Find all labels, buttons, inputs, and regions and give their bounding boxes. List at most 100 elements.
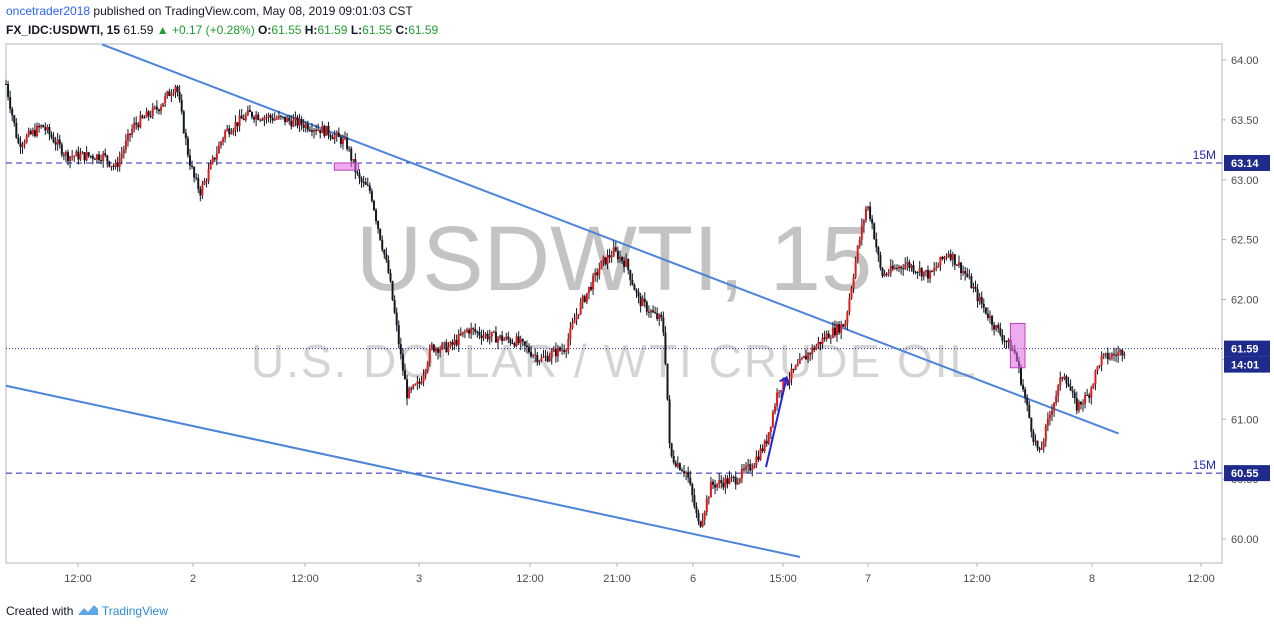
candle-77 <box>164 92 167 107</box>
candle-275 <box>573 313 576 324</box>
candle-34 <box>75 149 78 157</box>
candle-25 <box>56 132 59 151</box>
candle-259 <box>540 353 543 363</box>
candle-444 <box>922 271 925 281</box>
candle-50 <box>108 160 111 168</box>
candle-401 <box>833 320 836 338</box>
candle-532 <box>1104 352 1107 359</box>
candle-454 <box>943 255 946 264</box>
candle-324 <box>674 460 677 468</box>
candle-38 <box>83 152 86 165</box>
candle-400 <box>831 321 834 339</box>
candle-210 <box>439 346 442 358</box>
candle-331 <box>689 470 692 486</box>
candle-360 <box>749 459 752 473</box>
candle-540 <box>1121 348 1124 362</box>
candle-293 <box>610 250 613 263</box>
candle-93 <box>197 174 200 194</box>
candle-340 <box>707 496 710 505</box>
candle-504 <box>1046 412 1049 432</box>
candle-157 <box>329 133 332 141</box>
candle-114 <box>240 109 243 119</box>
candle-216 <box>451 339 454 351</box>
candle-53 <box>114 159 117 170</box>
candle-530 <box>1100 351 1103 372</box>
candle-345 <box>718 473 721 489</box>
candle-2 <box>9 90 12 114</box>
candle-301 <box>627 258 630 275</box>
candle-407 <box>846 310 849 330</box>
candle-309 <box>643 292 646 308</box>
candle-396 <box>823 330 826 342</box>
candle-290 <box>604 257 607 266</box>
candle-424 <box>881 267 884 278</box>
candle-333 <box>693 488 696 509</box>
candle-308 <box>641 295 644 307</box>
candle-414 <box>860 218 863 246</box>
candle-272 <box>567 333 570 355</box>
candle-219 <box>457 329 460 352</box>
candle-152 <box>319 129 322 139</box>
candle-268 <box>559 345 562 353</box>
tradingview-brand[interactable]: TradingView <box>101 604 168 618</box>
candle-419 <box>871 215 874 230</box>
candle-357 <box>742 464 745 474</box>
candle-502 <box>1042 438 1045 453</box>
candle-191 <box>399 337 402 360</box>
candle-148 <box>310 123 313 137</box>
candle-215 <box>449 341 452 348</box>
candle-113 <box>238 109 241 132</box>
up-triangle-icon: ▲ <box>156 23 169 37</box>
trendline-1 <box>5 384 801 558</box>
candle-224 <box>468 327 471 339</box>
candle-153 <box>321 121 324 134</box>
candle-232 <box>484 332 487 339</box>
candle-122 <box>257 112 260 121</box>
candle-480 <box>997 322 1000 333</box>
candle-256 <box>534 348 537 363</box>
candle-30 <box>67 149 70 166</box>
candle-310 <box>645 300 648 316</box>
candle-279 <box>581 294 584 309</box>
candle-367 <box>763 439 766 453</box>
candle-516 <box>1071 386 1074 399</box>
candle-428 <box>889 258 892 277</box>
candle-513 <box>1065 374 1068 389</box>
candle-150 <box>315 124 318 136</box>
candle-203 <box>424 368 427 380</box>
highlight-box-0 <box>333 162 360 171</box>
candle-420 <box>873 222 876 240</box>
last-price: 61.59 <box>123 23 154 37</box>
candle-495 <box>1028 400 1031 419</box>
candle-73 <box>155 100 158 114</box>
candle-218 <box>455 334 458 348</box>
candle-10 <box>25 133 28 144</box>
candle-0 <box>5 79 7 85</box>
candle-14 <box>33 123 36 138</box>
candle-155 <box>325 125 328 136</box>
candle-492 <box>1022 379 1025 392</box>
author-link[interactable]: oncetrader2018 <box>6 4 91 18</box>
price-badge-label-2: 60.55 <box>1231 468 1259 480</box>
candle-359 <box>747 458 750 473</box>
candle-479 <box>995 324 998 332</box>
candle-237 <box>494 326 497 343</box>
candle-204 <box>426 360 429 374</box>
candle-63 <box>135 116 138 130</box>
candle-209 <box>437 346 440 360</box>
candle-478 <box>993 321 996 336</box>
candle-137 <box>288 114 291 125</box>
candle-323 <box>672 449 675 465</box>
candle-173 <box>362 175 365 188</box>
candle-461 <box>957 255 960 268</box>
candle-75 <box>160 103 163 115</box>
candle-67 <box>143 115 146 119</box>
publish-info: oncetrader2018 published on TradingView.… <box>6 4 413 18</box>
candle-265 <box>552 345 555 353</box>
candle-168 <box>352 159 355 163</box>
candle-69 <box>147 110 150 121</box>
candle-61 <box>131 124 134 138</box>
candle-17 <box>40 124 43 129</box>
candle-522 <box>1084 391 1087 409</box>
